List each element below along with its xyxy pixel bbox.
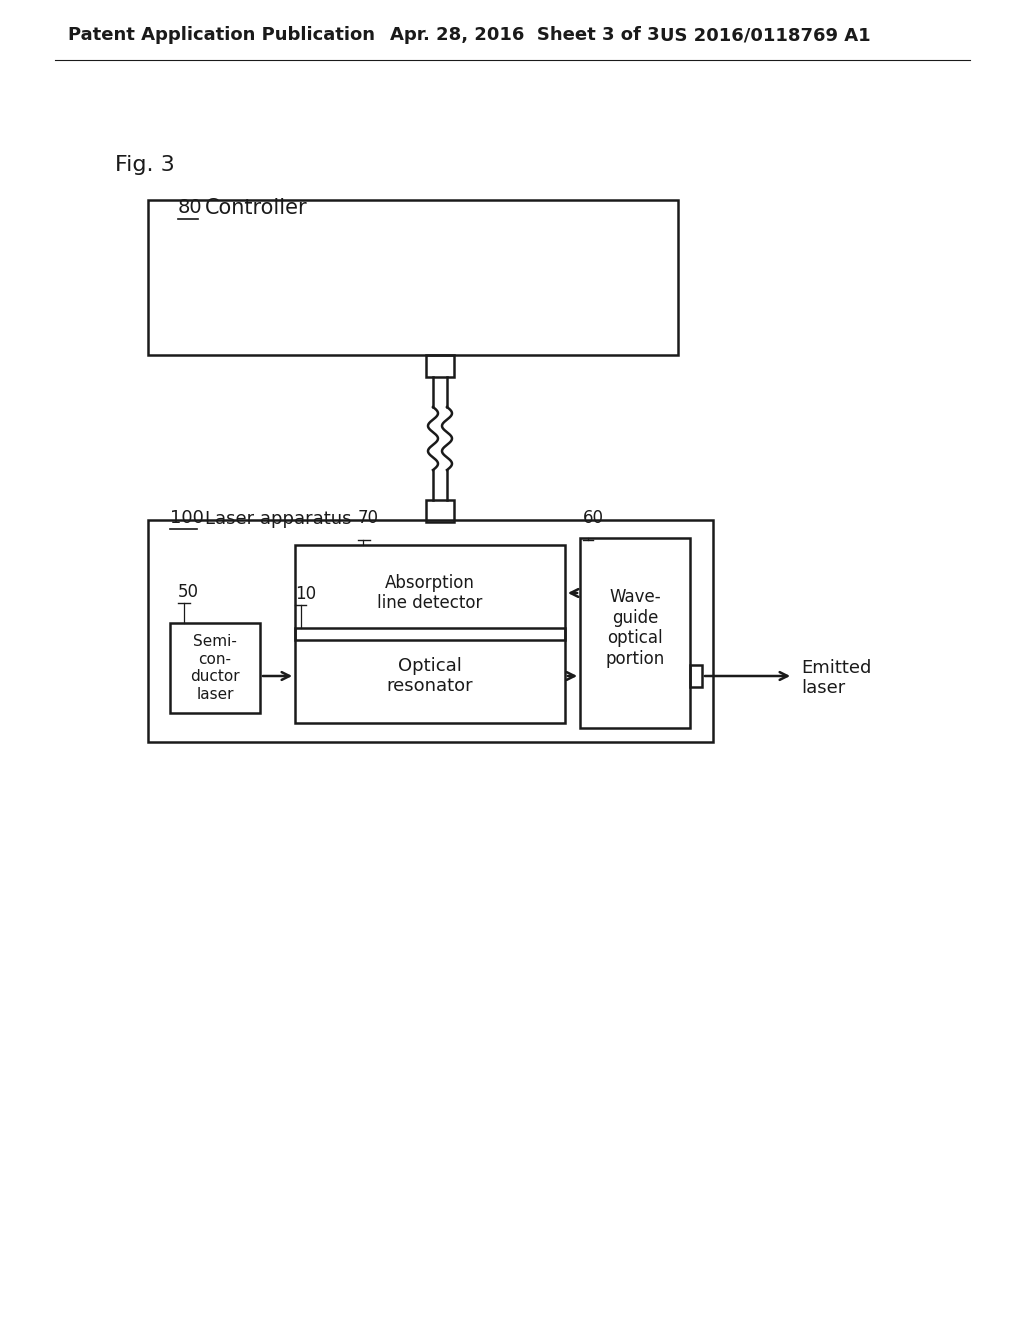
Text: Controller: Controller [205, 198, 307, 218]
Text: Patent Application Publication: Patent Application Publication [68, 26, 375, 44]
Bar [580, 539, 690, 729]
Text: 60: 60 [583, 510, 604, 527]
Bar [148, 201, 678, 355]
Text: Semi-
con-
ductor
laser: Semi- con- ductor laser [190, 635, 240, 702]
Text: Apr. 28, 2016  Sheet 3 of 3: Apr. 28, 2016 Sheet 3 of 3 [390, 26, 659, 44]
Text: laser: laser [801, 678, 845, 697]
Bar [426, 355, 454, 378]
Text: US 2016/0118769 A1: US 2016/0118769 A1 [660, 26, 870, 44]
Text: 80: 80 [178, 198, 203, 216]
Text: 10: 10 [295, 585, 316, 603]
Bar [170, 623, 260, 713]
Bar [295, 628, 565, 723]
Text: 100: 100 [170, 510, 204, 527]
Text: Fig. 3: Fig. 3 [115, 154, 175, 176]
Bar [690, 665, 702, 686]
Text: 70: 70 [358, 510, 379, 527]
Text: Absorption
line detector: Absorption line detector [377, 574, 482, 612]
Text: Wave-
guide
optical
portion: Wave- guide optical portion [605, 587, 665, 668]
Bar [148, 520, 713, 742]
Bar [295, 545, 565, 640]
Text: 50: 50 [178, 583, 199, 601]
Bar [426, 500, 454, 521]
Text: Laser apparatus: Laser apparatus [205, 510, 351, 528]
Text: Emitted: Emitted [801, 659, 871, 677]
Text: Optical
resonator: Optical resonator [387, 656, 473, 696]
